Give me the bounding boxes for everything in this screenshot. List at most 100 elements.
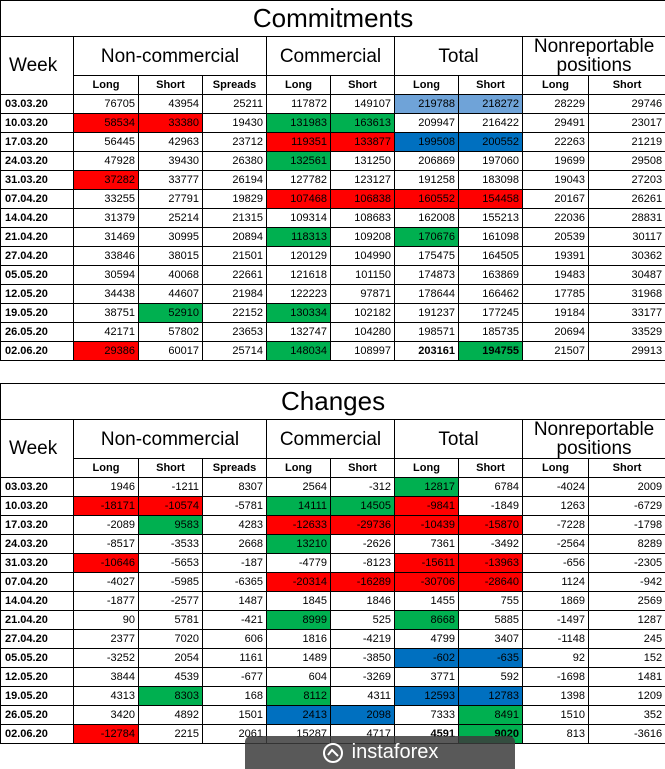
column-header: Short — [330, 458, 395, 478]
cell: 31469 — [73, 227, 139, 247]
cell: 175475 — [394, 246, 459, 266]
cell: 525 — [330, 610, 395, 630]
cell: 19184 — [522, 303, 589, 323]
cell: 127782 — [266, 170, 331, 190]
cell: 148034 — [266, 341, 331, 361]
cell: 31968 — [587, 284, 665, 304]
cell: 191258 — [394, 170, 459, 190]
cell: 2054 — [138, 648, 203, 668]
group-header: Nonreportable positions — [521, 36, 665, 76]
week-header: Week — [0, 36, 74, 95]
cell: 177245 — [458, 303, 523, 323]
cell: 606 — [202, 629, 267, 649]
group-header: Commercial — [266, 36, 395, 76]
cell: -1497 — [522, 610, 589, 630]
column-header: Long — [394, 75, 459, 95]
table-title: Commitments — [0, 0, 665, 37]
cell: 200552 — [458, 132, 523, 152]
table-title: Changes — [0, 383, 665, 420]
sub-header-row: Long Short Spreads Long Short Long Short Long Sh… — [1, 458, 665, 478]
cell: -30706 — [394, 572, 459, 592]
column-header: Short — [458, 458, 523, 478]
cell: 44607 — [138, 284, 203, 304]
cell: 1489 — [266, 648, 331, 668]
cell: 1455 — [394, 591, 459, 611]
watermark: instaforex — [245, 736, 515, 769]
column-header: Long — [394, 458, 459, 478]
cell: 109208 — [330, 227, 395, 247]
cell: 26380 — [202, 151, 267, 171]
cell: 21501 — [202, 246, 267, 266]
cell: 23653 — [202, 322, 267, 342]
cell: 40068 — [138, 265, 203, 285]
cell: 29386 — [73, 341, 139, 361]
cell: 106838 — [330, 189, 395, 209]
cell: 1487 — [202, 591, 267, 611]
cell: 1398 — [522, 686, 589, 706]
cell: 162008 — [394, 208, 459, 228]
cell: -3492 — [458, 534, 523, 554]
cell: 20167 — [522, 189, 589, 209]
cell: 23712 — [202, 132, 267, 152]
week-cell: 21.04.20 — [0, 227, 74, 247]
week-cell: 12.05.20 — [0, 667, 74, 687]
cell: 149107 — [330, 94, 395, 114]
cell: -2564 — [522, 534, 589, 554]
cell: 19699 — [522, 151, 589, 171]
cell: 12817 — [394, 477, 459, 497]
cell: 38015 — [138, 246, 203, 266]
week-cell: 24.03.20 — [0, 151, 74, 171]
cell: 131250 — [330, 151, 395, 171]
cell: -2626 — [330, 534, 395, 554]
data-row: 14.04.20 -1877 -2577 1487 1845 1846 1455 755 186… — [0, 591, 665, 611]
cell: 21315 — [202, 208, 267, 228]
cell: 1501 — [202, 705, 267, 725]
cell: 4311 — [330, 686, 395, 706]
cell: 218272 — [458, 94, 523, 114]
cell: 30362 — [587, 246, 665, 266]
cell: 1846 — [330, 591, 395, 611]
group-header: Non-commercial — [73, 419, 267, 459]
week-cell: 26.05.20 — [0, 705, 74, 725]
cell: 8668 — [394, 610, 459, 630]
column-header: Spreads — [202, 75, 267, 95]
week-cell: 24.03.20 — [0, 534, 74, 554]
cell: -4024 — [522, 477, 589, 497]
cell: 5781 — [138, 610, 203, 630]
group-header: Nonreportable positions — [521, 419, 665, 459]
cell: 1124 — [522, 572, 589, 592]
cell: 197060 — [458, 151, 523, 171]
data-row: 27.04.20 2377 7020 606 1816 -4219 4799 3407 -114… — [0, 629, 665, 649]
column-header: Short — [138, 75, 203, 95]
cell: -10439 — [394, 515, 459, 535]
cell: 199508 — [394, 132, 459, 152]
cell: 2215 — [138, 724, 203, 744]
cell: 92 — [522, 648, 589, 668]
group-header: Non-commercial — [73, 36, 267, 76]
data-row: 03.03.20 76705 43954 25211 117872 149107 21978… — [0, 94, 665, 114]
cell: 183098 — [458, 170, 523, 190]
data-row: 17.03.20 -2089 9583 4283 -12633 -29736 -10439-… — [0, 515, 665, 535]
cell: -3850 — [330, 648, 395, 668]
cell: 209947 — [394, 113, 459, 133]
cell: 108683 — [330, 208, 395, 228]
week-cell: 27.04.20 — [0, 246, 74, 266]
cell: 19483 — [522, 265, 589, 285]
cell: -656 — [522, 553, 589, 573]
group-row: Week Non-commercial Commercial Total Nonrepo… — [0, 419, 665, 478]
cell: 7361 — [394, 534, 459, 554]
group-header: Commercial — [266, 419, 395, 459]
cell: 2569 — [587, 591, 665, 611]
cell: -1698 — [522, 667, 589, 687]
data-row: 10.03.20 58534 33380 19430 131983 163613 20994… — [0, 113, 665, 133]
week-header: Week — [0, 419, 74, 478]
cell: 21984 — [202, 284, 267, 304]
cell: 19391 — [522, 246, 589, 266]
cell: 131983 — [266, 113, 331, 133]
cell: -2089 — [73, 515, 139, 535]
data-row: 14.04.20 31379 25214 21315 109314 108683 16200… — [0, 208, 665, 228]
column-header: Short — [138, 458, 203, 478]
cell: 185735 — [458, 322, 523, 342]
cell: -10646 — [73, 553, 139, 573]
cell: 592 — [458, 667, 523, 687]
